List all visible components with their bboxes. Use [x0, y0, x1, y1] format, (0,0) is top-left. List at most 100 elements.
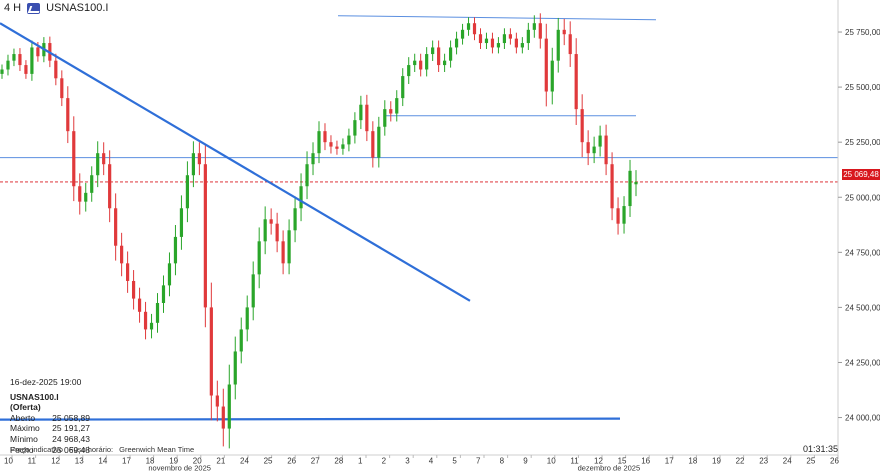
candle-body [526, 29, 530, 44]
candle-body [389, 109, 393, 114]
candle-body [478, 34, 483, 44]
candle-body [454, 38, 459, 48]
candle-body [108, 164, 112, 209]
horizontal-levels [0, 15, 838, 421]
candle-body [580, 109, 584, 143]
time-tick-label: 28 [334, 457, 343, 466]
candle-body [167, 263, 172, 286]
candle-body [544, 38, 548, 92]
candle-body [263, 219, 267, 242]
candle-body [197, 153, 201, 165]
candle-body [131, 280, 136, 299]
support-level-line [0, 417, 621, 421]
price-axis: 24 000,00 24 250,00 24 500,00 24 750,00 25 0… [837, 0, 880, 455]
candles [0, 13, 638, 449]
candle-body [209, 307, 213, 396]
candle-body [269, 219, 273, 224]
time-tick-label: 3 [405, 457, 410, 466]
candle-body [532, 23, 536, 30]
time-tick-label: 15 [618, 457, 627, 466]
candle-body [215, 395, 219, 407]
candle-body [173, 236, 178, 264]
info-row-high: Máximo 25 191,27 [10, 423, 90, 434]
time-axis: 10 11 12 13 14 17 18 19 20 21 24 25 26 27 28 1 2 3 4 5 7 8 9 10… [0, 454, 839, 472]
time-tick-label: 21 [216, 457, 225, 466]
candle-body [604, 135, 608, 165]
candle-body [245, 307, 249, 330]
candle-body [592, 146, 596, 154]
candle-body [634, 182, 638, 185]
price-tick-label: 24 250,00 [845, 358, 880, 367]
resistance-level-line [337, 15, 657, 21]
candle-body [496, 43, 501, 48]
candle-body [221, 406, 225, 429]
clock: 01:31:35 [803, 444, 839, 454]
candle-body [460, 29, 465, 39]
candle-body [60, 78, 64, 99]
candle-body [365, 104, 369, 132]
time-tick-label: 18 [688, 457, 697, 466]
time-tick-label: 12 [51, 457, 60, 466]
time-tick-label: 22 [736, 457, 745, 466]
candle-body [622, 206, 626, 224]
candle-body [179, 208, 184, 237]
time-tick-label: 10 [4, 457, 13, 466]
candle-body [586, 142, 590, 154]
time-tick-label: 24 [240, 457, 249, 466]
candle-body [90, 175, 94, 193]
candle-body [24, 65, 28, 74]
descending-trendline [0, 22, 471, 302]
candle-body [520, 43, 524, 48]
candle-body [293, 208, 297, 231]
candle-body [233, 351, 237, 385]
trendlines [0, 22, 471, 302]
candle-body [161, 285, 166, 303]
candle-body [84, 192, 88, 202]
candle-body [574, 54, 578, 110]
time-tick-label: 10 [547, 457, 556, 466]
candle-body [443, 60, 447, 66]
chart-header: 4 H USNAS100.I [4, 2, 109, 14]
candle-body [54, 60, 58, 79]
candle-body [143, 311, 148, 330]
candle-body [114, 208, 118, 246]
candle-body [508, 34, 512, 39]
info-datetime: 16-dez-2025 19:00 [10, 377, 82, 387]
candle-body [149, 322, 154, 330]
candle-body [155, 302, 160, 323]
time-tick-label: 25 [264, 457, 273, 466]
time-tick-label: 17 [665, 457, 674, 466]
timezone-value: Greenwich Mean Time [119, 445, 195, 454]
month-label: novembro de 2025 [148, 464, 211, 472]
time-tick-label: 14 [98, 457, 107, 466]
candle-body [347, 135, 351, 145]
price-tick-label: 24 500,00 [845, 303, 880, 312]
candle-body [395, 98, 399, 114]
timeframe-label[interactable]: 4 H [4, 2, 22, 14]
time-tick-label: 12 [594, 457, 603, 466]
chart-meta: Preço indicativo Fuso horário: Greenwich… [10, 445, 194, 454]
info-row-close: Fecho 25 069,48 [10, 444, 90, 455]
candle-body [329, 142, 333, 147]
price-tick-label: 25 000,00 [845, 193, 880, 202]
time-tick-label: 18 [146, 457, 155, 466]
time-tick-label: 27 [311, 457, 320, 466]
candle-body [191, 153, 195, 176]
candle-body [257, 241, 261, 275]
candle-body [251, 274, 255, 308]
candle-body [335, 146, 339, 149]
candle-body [359, 104, 363, 121]
candle-body [383, 109, 387, 127]
symbol-label[interactable]: USNAS100.I [46, 2, 109, 14]
time-tick-label: 25 [806, 457, 815, 466]
price-tick-label: 25 250,00 [845, 138, 880, 147]
time-tick-label: 20 [193, 457, 202, 466]
time-tick-label: 8 [500, 457, 505, 466]
timezone-label: Fuso horário: [68, 445, 114, 454]
candle-body [466, 23, 471, 30]
time-tick-label: 26 [830, 457, 839, 466]
candle-body [239, 329, 243, 352]
candle-body [305, 164, 309, 187]
candle-body [311, 153, 315, 165]
